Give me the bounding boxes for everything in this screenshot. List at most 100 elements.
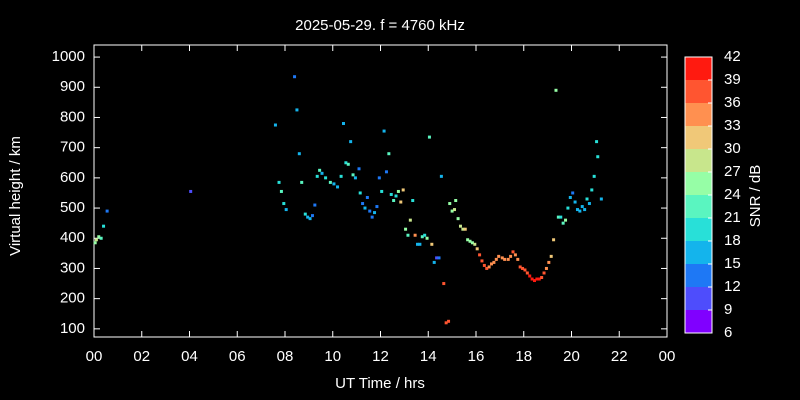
point	[399, 200, 403, 204]
x-tick-label: 12	[372, 348, 389, 365]
point	[571, 191, 575, 195]
point	[547, 260, 551, 264]
colorbar-band	[685, 241, 712, 264]
point	[430, 242, 434, 246]
point	[509, 254, 513, 258]
point	[363, 206, 367, 210]
point	[293, 75, 297, 79]
y-tick-label: 900	[60, 78, 85, 95]
point	[401, 188, 405, 192]
point	[416, 242, 420, 246]
point	[396, 189, 400, 193]
point	[425, 236, 429, 240]
point	[353, 176, 357, 180]
point	[585, 197, 589, 201]
point	[556, 215, 560, 219]
colorbar-label: SNR / dB	[747, 165, 764, 228]
colorbar-tick-label: 12	[724, 278, 741, 295]
point	[93, 241, 97, 245]
point	[525, 271, 529, 275]
point	[583, 208, 587, 212]
point	[535, 277, 539, 281]
point	[450, 209, 454, 213]
x-tick-label: 10	[324, 348, 341, 365]
point	[444, 321, 448, 325]
colorbar-tick-label: 27	[724, 163, 741, 180]
y-tick-label: 600	[60, 169, 85, 186]
point	[418, 242, 422, 246]
point	[94, 238, 98, 242]
colorbar-band	[685, 310, 712, 333]
colorbar-band	[685, 172, 712, 195]
colorbar-band	[685, 126, 712, 149]
point	[423, 233, 427, 237]
point	[595, 140, 599, 144]
point	[300, 180, 304, 184]
point	[506, 257, 510, 261]
colorbar-tick-label: 18	[724, 232, 741, 249]
point	[513, 253, 517, 257]
point	[277, 180, 281, 184]
colorbar-tick-label: 15	[724, 255, 741, 272]
point	[540, 276, 544, 280]
x-tick-label: 04	[181, 348, 198, 365]
x-tick-label: 14	[420, 348, 437, 365]
point	[456, 217, 460, 221]
point	[320, 171, 324, 175]
point	[308, 217, 312, 221]
point	[389, 192, 393, 196]
point	[377, 176, 381, 180]
point	[336, 185, 340, 189]
point	[482, 263, 486, 267]
point	[295, 108, 299, 112]
point	[349, 140, 353, 144]
point	[511, 250, 515, 254]
point	[473, 242, 477, 246]
y-axis-label: Virtual height / km	[7, 136, 24, 256]
point	[568, 195, 572, 199]
colorbar-tick-label: 33	[724, 117, 741, 134]
point	[523, 268, 527, 272]
point	[273, 123, 277, 127]
point	[592, 174, 596, 178]
point	[432, 260, 436, 264]
point	[475, 247, 479, 251]
point	[580, 205, 584, 209]
point	[411, 199, 415, 203]
point	[587, 202, 591, 206]
point	[447, 319, 451, 323]
point	[552, 238, 556, 242]
colorbar-tick-label: 21	[724, 209, 741, 226]
point	[408, 218, 412, 222]
y-tick-label: 100	[60, 320, 85, 337]
y-tick-label: 200	[60, 290, 85, 307]
point	[189, 189, 193, 193]
point	[306, 215, 310, 219]
x-axis-label: UT Time / hrs	[335, 375, 425, 392]
point	[370, 215, 374, 219]
point	[97, 235, 101, 239]
y-tick-label: 400	[60, 229, 85, 246]
point	[328, 180, 332, 184]
point	[437, 256, 441, 260]
point	[332, 182, 336, 186]
point	[394, 194, 398, 198]
point	[448, 202, 452, 206]
point	[549, 254, 553, 258]
point	[357, 167, 361, 171]
point	[458, 224, 462, 228]
point	[468, 239, 472, 243]
point	[463, 227, 467, 231]
point	[503, 257, 507, 261]
colorbar-band	[685, 103, 712, 126]
point	[532, 279, 536, 283]
point	[521, 266, 525, 270]
y-tick-label: 500	[60, 199, 85, 216]
colorbar-band	[685, 149, 712, 172]
point	[485, 266, 489, 270]
point	[284, 208, 288, 212]
x-tick-label: 06	[229, 348, 246, 365]
point	[497, 254, 501, 258]
point	[566, 206, 570, 210]
